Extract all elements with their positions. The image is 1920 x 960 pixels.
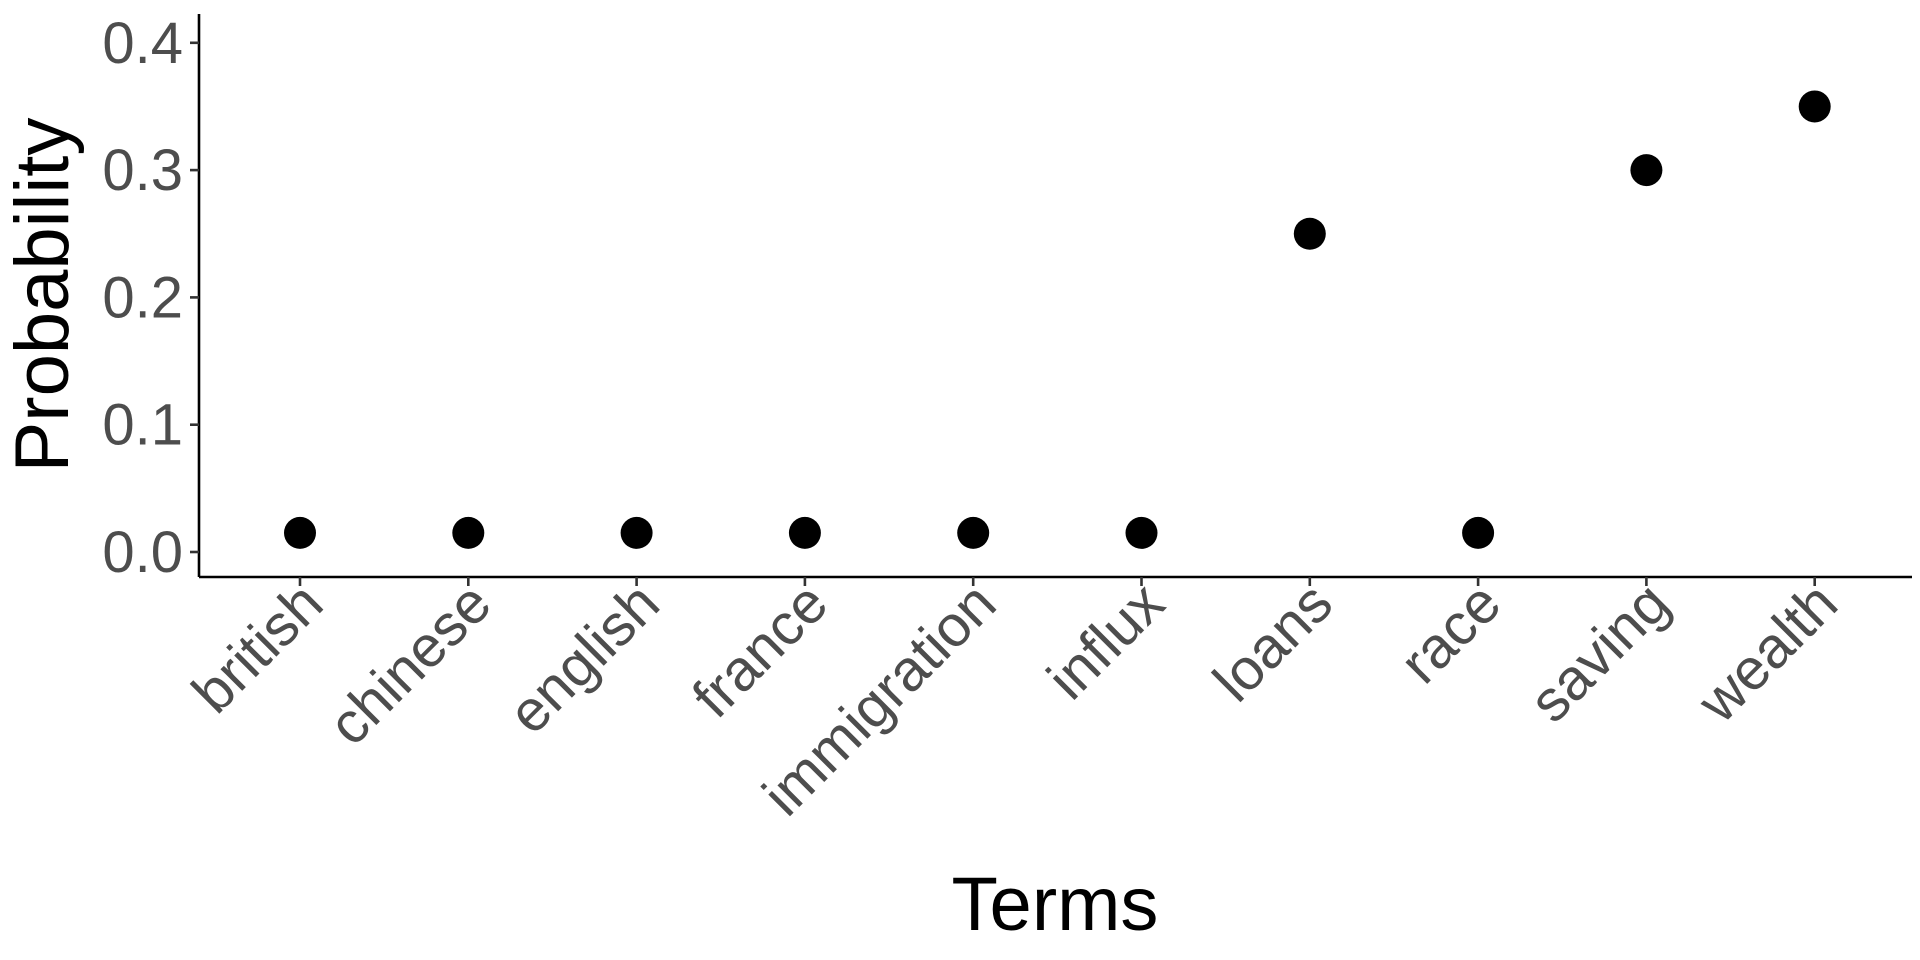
data-point-british — [284, 516, 316, 549]
y-tick-label: 0.2 — [102, 265, 183, 330]
y-axis-ticks: 0.0 0.1 0.2 0.3 0.4 — [102, 11, 199, 585]
y-axis-title: Probability — [0, 118, 85, 473]
data-point-saving — [1630, 154, 1663, 187]
x-tick-label-race: race — [1388, 570, 1514, 696]
y-tick-label: 0.4 — [102, 11, 183, 76]
x-tick-label-france: france — [680, 570, 840, 730]
x-tick-label-british: british — [180, 570, 335, 725]
x-tick-label-influx: influx — [1035, 570, 1177, 712]
data-point-race — [1462, 516, 1495, 549]
data-point-immigration — [957, 516, 990, 549]
x-tick-label-saving: saving — [1517, 570, 1682, 735]
data-point-influx — [1125, 516, 1158, 549]
y-tick-label: 0.3 — [102, 138, 183, 203]
data-point-france — [788, 516, 821, 549]
data-points — [284, 90, 1831, 549]
x-axis-title: Terms — [952, 862, 1159, 947]
x-tick-label-english: english — [496, 570, 672, 746]
data-point-chinese — [452, 516, 485, 549]
x-tick-label-chinese: chinese — [316, 570, 503, 757]
data-point-english — [620, 516, 653, 549]
x-tick-label-loans: loans — [1201, 570, 1345, 714]
data-point-wealth — [1798, 90, 1831, 123]
y-tick-label: 0.0 — [102, 520, 183, 585]
x-tick-label-wealth: wealth — [1685, 570, 1850, 735]
data-point-loans — [1293, 217, 1326, 250]
y-tick-label: 0.1 — [102, 393, 183, 458]
